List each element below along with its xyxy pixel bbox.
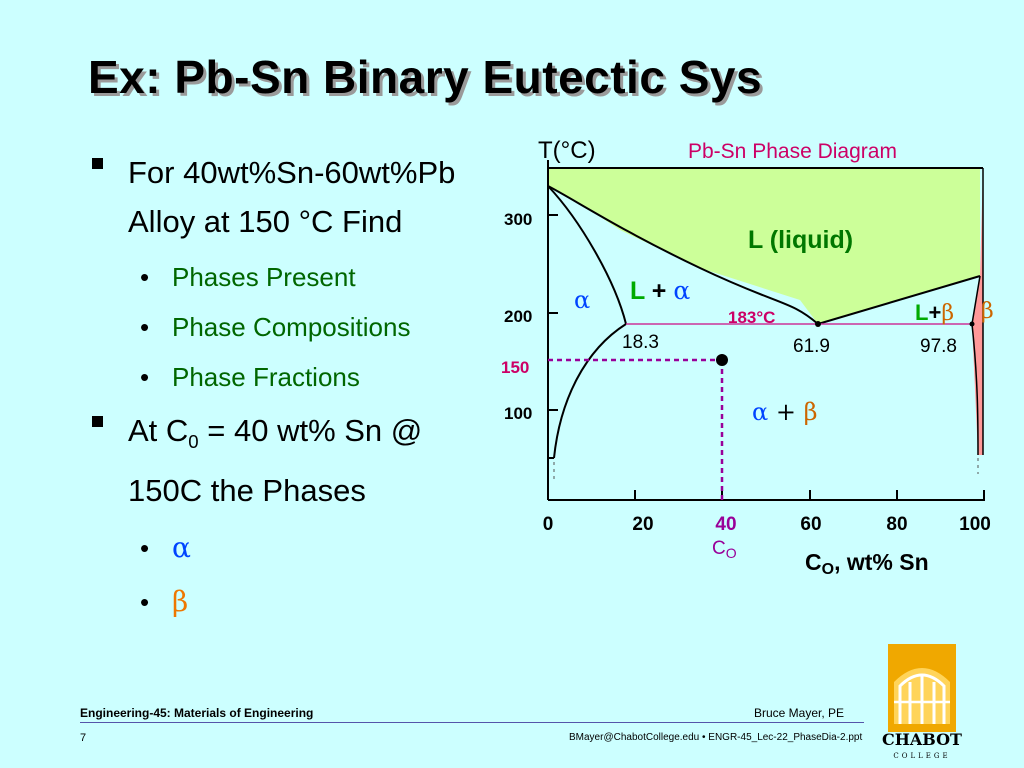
sub-bullet-phase-fractions: • Phase Fractions <box>92 352 492 402</box>
square-bullet-icon <box>92 416 103 427</box>
region-beta-label: β <box>981 299 994 324</box>
dot-bullet-icon: • <box>140 533 150 564</box>
sub-bullet-phases-present: • Phases Present <box>92 252 492 302</box>
footer-file: BMayer@ChabotCollege.edu • ENGR-45_Lec-2… <box>569 732 863 743</box>
c0-marker-label: CO <box>712 538 737 561</box>
beta-eutectic-point <box>969 321 975 327</box>
x-tick-label-100: 100 <box>959 514 991 535</box>
beta-solidus-line <box>971 275 981 325</box>
footer-author: Bruce Mayer, PE <box>754 706 845 720</box>
region-liquid-label: L (liquid) <box>748 226 853 254</box>
dot-bullet-icon: • <box>140 312 150 342</box>
comp-label-61-9: 61.9 <box>793 336 830 357</box>
sub-bullet-beta: • β <box>92 575 492 629</box>
y-tick-label-200: 200 <box>504 307 532 326</box>
eutectic-temp-label: 183°C <box>728 308 775 327</box>
dot-bullet-icon: • <box>140 362 150 392</box>
alpha-solidus-line <box>547 185 627 325</box>
region-l-plus-alpha-label: L + α <box>630 276 690 305</box>
comp-label-18-3: 18.3 <box>622 332 659 353</box>
chabot-logo-icon: CHABOT COLLEGE <box>882 644 962 760</box>
diagram-header: Pb-Sn Phase Diagram <box>688 140 897 163</box>
beta-region <box>972 168 983 455</box>
bullet-main-2: At C0 = 40 wt% Sn @ 150C the Phases <box>92 406 492 515</box>
footer-page-number: 7 <box>80 732 87 744</box>
temp-150-label: 150 <box>501 358 529 377</box>
footer-divider <box>80 722 864 723</box>
region-alpha-label: α <box>574 286 590 314</box>
liquid-region <box>548 168 980 324</box>
alpha-solvus-line <box>553 323 627 459</box>
bullet-1-text: For 40wt%Sn-60wt%Pb Alloy at 150 °C Find <box>128 155 456 239</box>
x-tick-label-0: 0 <box>543 514 554 535</box>
footer-course: Engineering-45: Materials of Engineering <box>80 706 314 720</box>
svg-text:COLLEGE: COLLEGE <box>893 752 950 760</box>
liquidus-right-line <box>817 275 981 325</box>
sub-bullet-phase-compositions: • Phase Compositions <box>92 302 492 352</box>
sub-bullet-alpha: • α <box>92 521 492 575</box>
x-tick-label-80: 80 <box>886 514 907 535</box>
y-axis-label: T(°C) <box>538 137 596 164</box>
region-l-plus-beta-label: L+β <box>915 300 954 326</box>
state-point <box>716 354 728 366</box>
eutectic-point <box>815 321 821 327</box>
bullet-list: For 40wt%Sn-60wt%Pb Alloy at 150 °C Find… <box>92 148 492 629</box>
x-tick-label-60: 60 <box>800 514 821 535</box>
dot-bullet-icon: • <box>140 587 150 618</box>
svg-text:CHABOT: CHABOT <box>882 730 962 749</box>
y-tick-label-100: 100 <box>504 404 532 423</box>
slide-title: Ex: Pb-Sn Binary Eutectic Sys <box>88 51 763 103</box>
y-tick-label-300: 300 <box>504 210 532 229</box>
x-tick-label-40: 40 <box>715 514 736 535</box>
x-axis-label: CO, wt% Sn <box>805 549 929 578</box>
square-bullet-icon <box>92 158 103 169</box>
beta-solvus-line <box>971 323 979 456</box>
x-tick-label-20: 20 <box>632 514 653 535</box>
region-alpha-beta-label: α + β <box>752 398 817 426</box>
comp-label-97-8: 97.8 <box>920 336 957 357</box>
liquidus-left-line <box>547 185 819 325</box>
bullet-main-1: For 40wt%Sn-60wt%Pb Alloy at 150 °C Find <box>92 148 492 246</box>
dot-bullet-icon: • <box>140 262 150 292</box>
